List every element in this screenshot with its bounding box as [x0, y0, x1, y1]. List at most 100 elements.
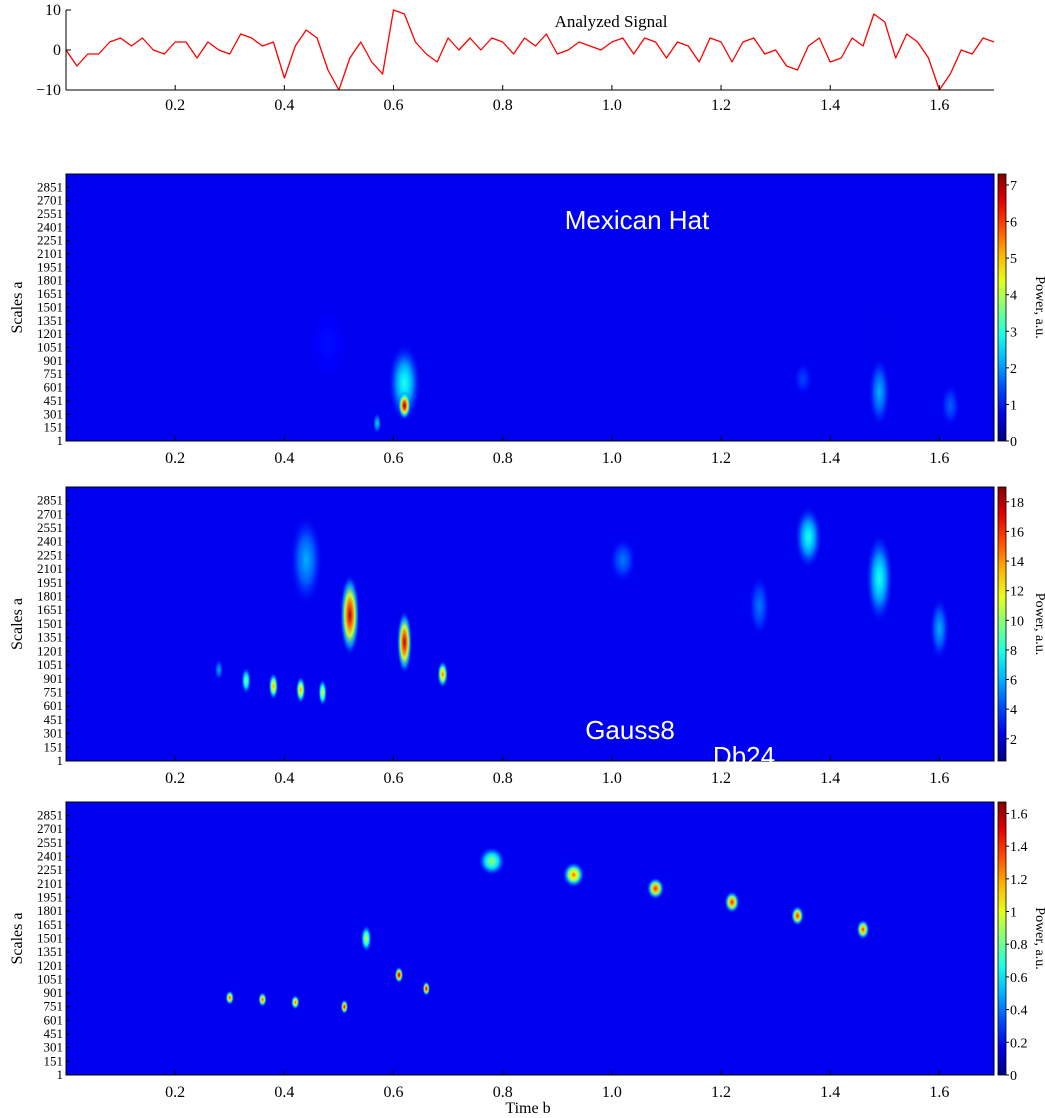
x-axis-label: Time b — [505, 1100, 550, 1117]
power-region — [214, 658, 224, 681]
x-tick-label: 0.6 — [384, 450, 404, 467]
scalogram-background — [66, 487, 994, 761]
colorbar-tick-label: 1.2 — [1010, 873, 1028, 888]
y-tick-label: 2401 — [37, 849, 63, 864]
y-tick-label: 601 — [44, 1012, 64, 1027]
colorbar-tick-label: 2 — [1010, 362, 1017, 377]
colorbar-tick-label: 1.6 — [1010, 807, 1028, 822]
colorbar-tick-label: 18 — [1010, 496, 1024, 511]
y-tick-label: 151 — [44, 1053, 64, 1068]
y-tick-label: 901 — [44, 671, 64, 686]
x-tick-label: 0.8 — [493, 1084, 513, 1101]
y-tick-label: 1951 — [37, 575, 63, 590]
power-region — [394, 966, 404, 984]
scalogram-y-ticks: 1151301451601751901105112011351150116511… — [37, 493, 70, 768]
x-tick-label: 1.4 — [820, 1084, 840, 1101]
y-tick-label: 601 — [44, 380, 64, 395]
colorbar: 0 0.2 0.4 0.6 0.8 1 1.2 1.4 1.6 — [997, 801, 1028, 1084]
power-region — [372, 412, 382, 434]
y-tick-label: 1501 — [37, 616, 63, 631]
power-region — [289, 514, 323, 606]
y-tick-label: 2101 — [37, 876, 63, 891]
colorbar-tick-label: 3 — [1010, 325, 1017, 340]
y-tick-label: 451 — [44, 393, 64, 408]
y-tick-label: −10 — [36, 82, 61, 99]
power-region — [868, 356, 891, 428]
power-region — [306, 298, 350, 388]
x-tick-label: 1.6 — [929, 97, 949, 114]
power-region — [340, 573, 360, 657]
x-tick-label: 1.2 — [711, 1084, 731, 1101]
scalogram-background — [66, 174, 994, 441]
y-tick-label: 2251 — [37, 862, 63, 877]
y-tick-label: 751 — [44, 999, 64, 1014]
y-tick-label: 2401 — [37, 219, 63, 234]
y-tick-label: 1501 — [37, 299, 63, 314]
wavelet-label: Gauss8 — [585, 715, 675, 745]
y-tick-label: 1651 — [37, 917, 63, 932]
y-tick-label: 1 — [57, 433, 64, 448]
colorbar-label: Power, a.u. — [1032, 907, 1045, 969]
colorbar-tick-label: 1.4 — [1010, 840, 1028, 855]
x-tick-label: 0.2 — [165, 97, 185, 114]
power-region — [478, 846, 506, 876]
y-tick-label: 0 — [53, 42, 61, 59]
y-tick-label: 301 — [44, 726, 64, 741]
y-tick-label: 601 — [44, 698, 64, 713]
colorbar: 0 1 2 3 4 5 6 7 — [997, 173, 1017, 450]
colorbar-scale — [997, 173, 1007, 442]
colorbar-tick-label: 2 — [1010, 733, 1017, 748]
x-tick-label: 1.0 — [602, 97, 622, 114]
power-region — [794, 505, 823, 570]
y-tick-label: 901 — [44, 985, 64, 1000]
power-region — [856, 919, 870, 940]
signal-axes — [65, 10, 994, 91]
colorbar-tick-label: 0 — [1010, 1069, 1017, 1084]
colorbar-tick-label: 4 — [1010, 703, 1017, 718]
power-region — [724, 891, 740, 914]
y-tick-label: 2701 — [37, 821, 63, 836]
power-region — [422, 981, 431, 996]
y-tick-label: 1 — [57, 1067, 64, 1082]
x-tick-label: 0.8 — [493, 770, 513, 787]
scalogram-power-regions — [306, 271, 961, 434]
x-tick-label: 1.2 — [711, 770, 731, 787]
x-tick-label: 0.4 — [274, 1084, 294, 1101]
y-tick-label: 301 — [44, 406, 64, 421]
y-tick-label: 1801 — [37, 589, 63, 604]
y-tick-label: 751 — [44, 366, 64, 381]
power-region — [388, 343, 421, 424]
y-tick-label: 2851 — [37, 179, 63, 194]
power-region — [929, 596, 950, 661]
y-axis-label: Scales a — [9, 598, 26, 650]
power-region — [258, 992, 267, 1007]
x-tick-label: 1.6 — [929, 450, 949, 467]
scalogram-power-regions — [214, 505, 950, 707]
scalogram-y-ticks: 1151301451601751901105112011351150116511… — [37, 179, 70, 448]
scalogram-x-ticks: 0.2 0.4 0.6 0.8 1.0 1.2 1.4 1.6 — [165, 1070, 949, 1101]
colorbar-tick-label: 0.8 — [1010, 938, 1028, 953]
signal-title: Analyzed Signal — [555, 12, 668, 31]
colorbar-tick-label: 0.2 — [1010, 1036, 1028, 1051]
wavelet-label: Db24 — [713, 741, 775, 771]
x-tick-label: 0.4 — [274, 450, 294, 467]
y-tick-label: 1801 — [37, 273, 63, 288]
colorbar-tick-label: 14 — [1010, 555, 1024, 570]
x-tick-label: 1.4 — [820, 450, 840, 467]
colorbar-tick-label: 5 — [1010, 252, 1017, 267]
power-region — [397, 391, 411, 420]
y-tick-label: 451 — [44, 712, 64, 727]
y-tick-label: 1 — [57, 753, 64, 768]
y-tick-label: 301 — [44, 1040, 64, 1055]
y-tick-label: 2251 — [37, 233, 63, 248]
colorbar-tick-label: 4 — [1010, 289, 1017, 304]
power-region — [241, 666, 252, 695]
x-tick-label: 0.2 — [165, 770, 185, 787]
x-tick-label: 1.2 — [711, 97, 731, 114]
power-region — [646, 877, 665, 900]
power-region — [318, 678, 327, 707]
scalogram-x-ticks: 0.2 0.4 0.6 0.8 1.0 1.2 1.4 1.6 — [165, 436, 949, 467]
y-tick-label: 2851 — [37, 808, 63, 823]
y-tick-label: 1951 — [37, 259, 63, 274]
x-tick-label: 1.6 — [929, 770, 949, 787]
